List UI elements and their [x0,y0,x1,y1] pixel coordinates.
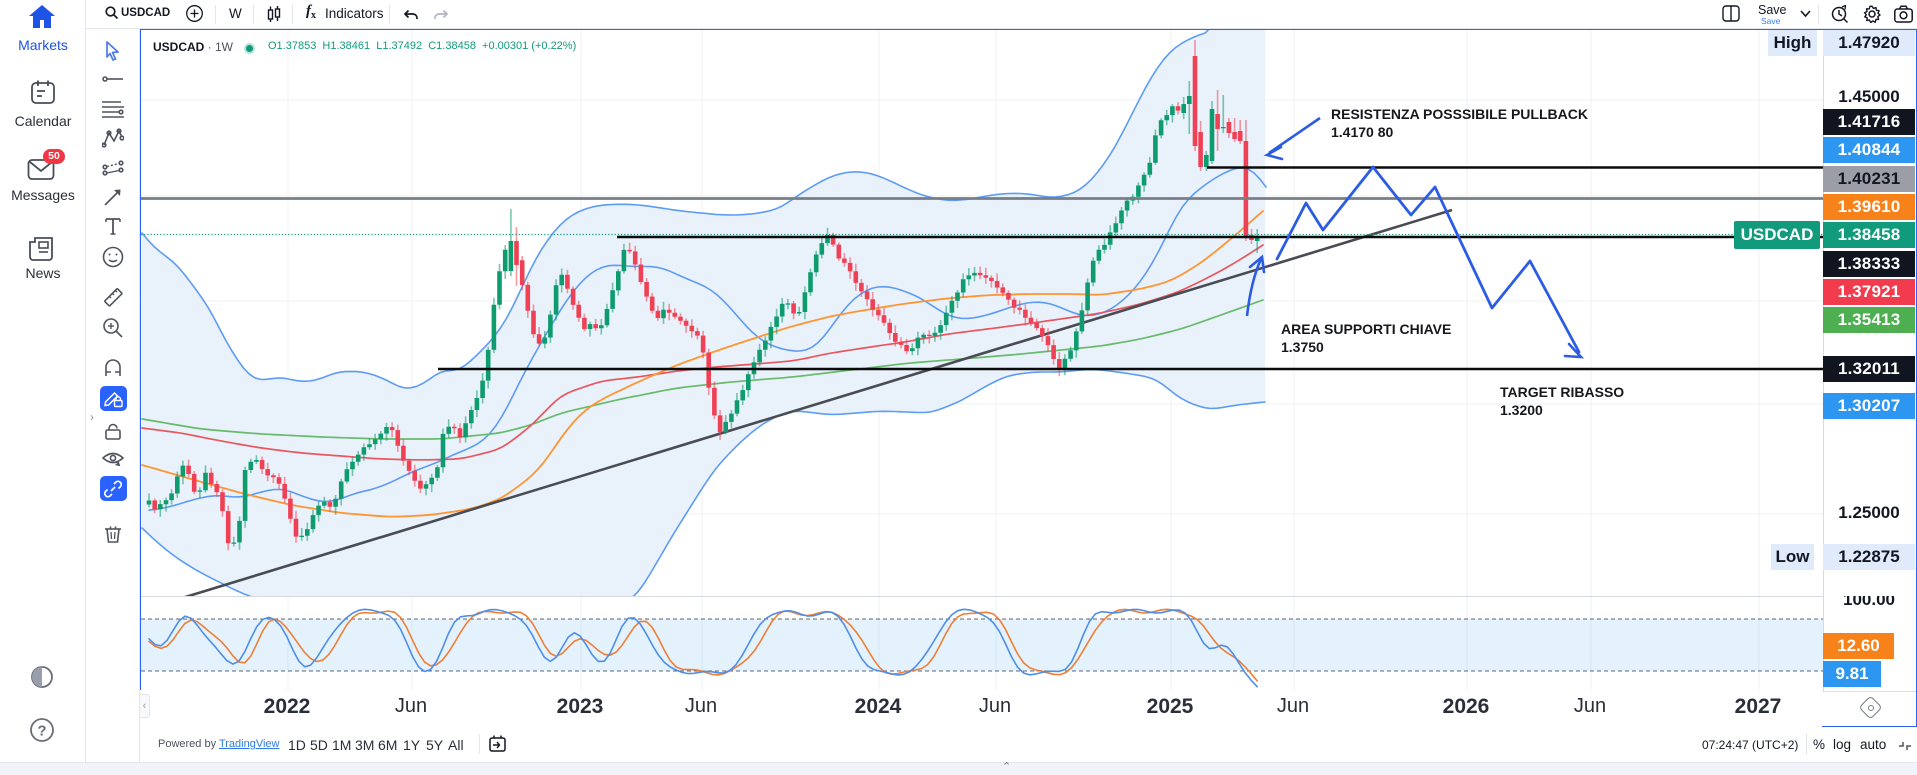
svg-text:?: ? [37,723,46,740]
svg-text:1.4170 80: 1.4170 80 [1331,124,1393,140]
svg-text:1.3200: 1.3200 [1500,402,1543,418]
svg-text:TARGET RIBASSO: TARGET RIBASSO [1500,384,1624,400]
svg-text:AREA SUPPORTI CHIAVE: AREA SUPPORTI CHIAVE [1281,321,1451,337]
svg-text:RESISTENZA POSSSIBILE PULLBACK: RESISTENZA POSSSIBILE PULLBACK [1331,106,1588,122]
svg-text:1.3750: 1.3750 [1281,339,1324,355]
